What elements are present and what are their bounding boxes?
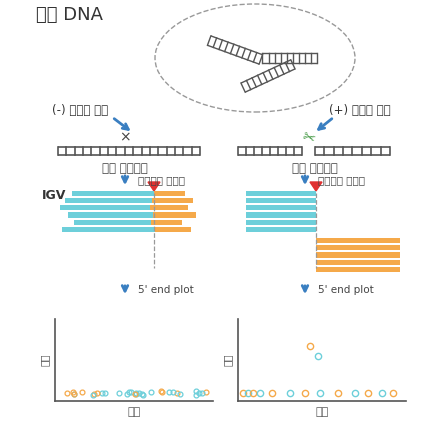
Bar (154, 191, 185, 196)
Polygon shape (310, 182, 322, 191)
Bar (246, 220, 316, 225)
Bar (60, 205, 150, 210)
Bar (155, 227, 191, 232)
Text: IGV: IGV (42, 189, 66, 202)
Bar (246, 191, 316, 196)
Text: (-) 유전자 가위: (-) 유전자 가위 (52, 104, 108, 117)
Bar (316, 260, 400, 265)
Bar (246, 227, 316, 232)
Text: 5' end plot: 5' end plot (138, 285, 194, 295)
Bar (74, 220, 151, 225)
Bar (316, 253, 400, 257)
Bar (152, 198, 193, 203)
Text: 전유전체 시퀀싱: 전유전체 시퀀싱 (318, 175, 365, 186)
Bar (153, 212, 196, 218)
Polygon shape (148, 182, 160, 191)
Text: 인간 DNA: 인간 DNA (36, 6, 104, 24)
Bar (72, 191, 154, 196)
Bar (68, 212, 153, 218)
Bar (246, 212, 316, 218)
Text: (+) 유전자 가위: (+) 유전자 가위 (329, 104, 391, 117)
Text: 타겟 염기서열: 타겟 염기서열 (102, 162, 148, 175)
Text: 위치: 위치 (315, 407, 329, 417)
Bar (246, 198, 316, 203)
Text: 위치: 위치 (128, 407, 140, 417)
Bar (316, 245, 400, 250)
Text: ✂: ✂ (299, 129, 317, 147)
Text: 전유전체 시퀀싱: 전유전체 시퀀싱 (138, 175, 185, 186)
Text: 타겟 염기서열: 타겟 염기서열 (292, 162, 338, 175)
Text: 갯수: 갯수 (40, 354, 50, 366)
Bar (151, 220, 182, 225)
Text: 5' end plot: 5' end plot (318, 285, 374, 295)
Text: 갯수: 갯수 (223, 354, 233, 366)
Bar (62, 227, 155, 232)
Bar (246, 205, 316, 210)
Text: ×: × (119, 130, 131, 144)
Bar (316, 267, 400, 272)
Bar (65, 198, 152, 203)
Bar (316, 238, 400, 243)
Bar (150, 205, 188, 210)
